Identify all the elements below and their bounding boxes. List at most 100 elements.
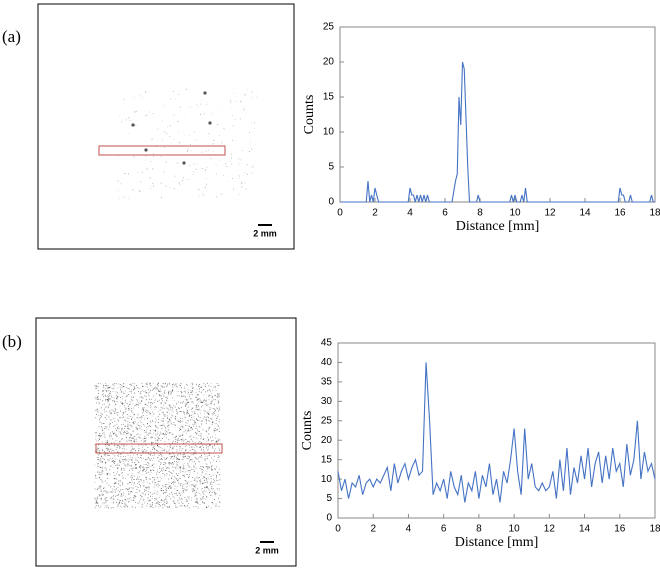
image-speck	[177, 390, 179, 392]
image-speck	[203, 466, 205, 468]
image-speck	[136, 384, 138, 386]
image-speck	[137, 502, 139, 504]
image-speck	[170, 458, 172, 460]
image-speck	[177, 500, 179, 502]
image-speck	[200, 448, 202, 450]
image-speck	[205, 491, 207, 493]
image-speck	[132, 469, 134, 471]
image-speck	[99, 432, 101, 434]
image-speck	[212, 445, 214, 447]
image-speck	[202, 438, 204, 440]
image-speck	[232, 177, 234, 179]
image-speck	[98, 392, 100, 394]
image-speck	[173, 463, 175, 465]
image-speck	[177, 475, 179, 477]
image-speck	[198, 388, 200, 390]
image-speck	[189, 450, 191, 452]
image-speck	[128, 490, 130, 492]
image-speck	[113, 397, 115, 399]
image-speck	[128, 418, 130, 420]
image-speck	[98, 426, 100, 428]
image-speck	[185, 482, 187, 484]
image-speck	[177, 439, 179, 441]
image-speck	[139, 397, 141, 399]
image-speck	[151, 448, 153, 450]
image-speck	[164, 484, 166, 486]
image-speck	[163, 461, 165, 463]
image-speck	[217, 480, 219, 482]
image-speck	[139, 469, 141, 471]
image-speck	[133, 156, 135, 158]
image-speck	[150, 470, 152, 472]
image-speck	[121, 430, 123, 432]
image-speck	[113, 471, 115, 473]
image-speck	[131, 396, 133, 398]
image-speck	[206, 495, 208, 497]
image-speck	[211, 490, 213, 492]
image-speck	[110, 465, 112, 467]
image-speck	[202, 502, 204, 504]
image-speck	[97, 496, 99, 498]
image-speck	[162, 467, 164, 469]
image-speck	[212, 389, 214, 391]
image-speck	[213, 412, 215, 414]
image-speck	[163, 474, 165, 476]
image-speck	[143, 498, 145, 500]
image-speck	[168, 479, 170, 481]
image-speck	[130, 451, 132, 453]
image-speck	[169, 432, 171, 434]
image-speck	[135, 464, 137, 466]
image-speck	[158, 484, 160, 486]
image-speck	[160, 440, 162, 442]
image-speck	[202, 491, 204, 493]
image-speck	[164, 464, 166, 466]
image-speck	[161, 428, 163, 430]
image-speck	[244, 182, 246, 184]
image-speck	[199, 426, 201, 428]
image-speck	[168, 488, 170, 490]
image-speck	[186, 411, 188, 413]
image-speck	[154, 409, 156, 411]
image-speck	[178, 502, 180, 504]
image-speck	[204, 412, 206, 414]
image-speck	[161, 470, 163, 472]
image-speck	[122, 460, 124, 462]
image-speck	[186, 400, 188, 402]
image-speck	[202, 417, 204, 419]
image-speck	[131, 383, 133, 385]
image-speck	[119, 460, 121, 462]
image-speck	[204, 391, 206, 393]
image-speck	[174, 456, 176, 458]
image-speck	[212, 414, 214, 416]
image-speck	[193, 447, 195, 449]
image-speck	[130, 392, 132, 394]
image-speck	[241, 186, 243, 188]
image-speck	[182, 503, 184, 505]
image-speck	[197, 500, 199, 502]
image-speck	[98, 462, 100, 464]
image-speck	[197, 488, 199, 490]
image-speck	[196, 163, 198, 165]
image-speck	[133, 482, 135, 484]
image-speck	[189, 474, 191, 476]
image-speck	[156, 426, 158, 428]
image-speck	[180, 407, 182, 409]
image-speck	[161, 437, 163, 439]
image-speck	[218, 474, 220, 476]
image-speck	[150, 404, 152, 406]
image-speck	[201, 488, 203, 490]
image-speck	[202, 478, 204, 480]
image-speck	[100, 413, 102, 415]
image-speck	[109, 393, 111, 395]
image-speck	[217, 425, 219, 427]
image-speck	[141, 400, 143, 402]
image-speck	[97, 398, 99, 400]
image-speck	[244, 94, 246, 96]
image-speck	[118, 427, 120, 429]
image-speck	[194, 485, 196, 487]
image-speck	[168, 470, 170, 472]
image-speck	[145, 385, 147, 387]
image-speck	[176, 413, 178, 415]
image-speck	[181, 421, 183, 423]
image-speck	[185, 396, 187, 398]
